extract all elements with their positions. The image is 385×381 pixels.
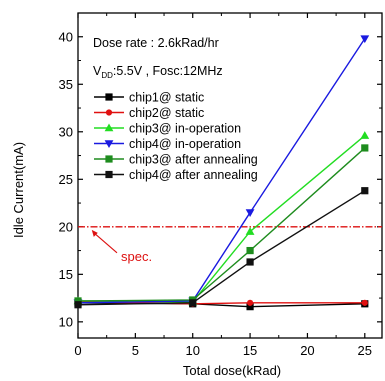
legend-marker [105, 170, 113, 179]
x-tick-label: 10 [185, 343, 199, 358]
series-line [77, 301, 365, 305]
annotation-vdd-fosc: VDD:5.5V , Fosc:12MHz [93, 64, 223, 80]
axes: 0 5 10 15 20 25 10 15 20 25 30 35 40 [59, 12, 383, 358]
annotation-dose-rate: Dose rate : 2.6kRad/hr [93, 36, 219, 50]
x-tick-label: 0 [74, 343, 81, 358]
series-line [77, 147, 366, 302]
data-point [360, 131, 370, 139]
x-axis-label: Total dose(kRad) [183, 363, 281, 378]
y-tick-label: 20 [59, 219, 73, 234]
data-point [361, 144, 369, 152]
data-point [246, 303, 254, 311]
legend-label: chip2@ static [129, 106, 204, 120]
x-tick-label: 25 [358, 343, 372, 358]
data-point [246, 299, 254, 306]
legend-marker [104, 140, 114, 148]
legend-label: chip1@ static [129, 91, 204, 105]
legend-label: chip4@ after annealing [129, 168, 258, 182]
x-tick-label: 5 [132, 343, 139, 358]
x-tick-label: 20 [300, 343, 314, 358]
data-point [246, 258, 254, 266]
series-6 [74, 187, 369, 309]
data-point [361, 299, 368, 306]
spec-label: spec. [121, 249, 152, 264]
legend-marker [104, 123, 114, 132]
series-line [77, 38, 366, 304]
data-point [74, 297, 82, 305]
y-tick-label: 25 [59, 172, 73, 187]
y-tick-label: 30 [59, 124, 73, 139]
y-tick-label: 10 [59, 314, 73, 329]
legend-marker [105, 109, 113, 116]
series-layer [73, 35, 370, 311]
data-point [360, 35, 370, 44]
annotation-dd-subscript: DD [101, 71, 113, 80]
data-point [361, 187, 369, 195]
data-point [246, 246, 254, 255]
data-point [189, 299, 197, 307]
legend-label: chip4@ in-operation [129, 137, 241, 151]
y-tick-label: 35 [59, 77, 73, 92]
legend-marker [105, 93, 113, 101]
y-axis-label: Idle Current(mA) [11, 142, 26, 238]
spec-arrowhead [91, 229, 98, 237]
series-line [77, 190, 366, 306]
data-point [74, 301, 82, 309]
spec-arrow [92, 231, 118, 254]
annotation-vdd-rest: :5.5V , Fosc:12MHz [113, 64, 223, 78]
legend-label: chip3@ after annealing [129, 153, 258, 167]
annotation-v: V [93, 64, 102, 78]
legend-label: chip3@ in-operation [129, 122, 241, 136]
data-point [245, 209, 255, 218]
x-tick-label: 15 [243, 343, 257, 358]
y-tick-label: 15 [59, 267, 73, 282]
spec-layer: spec. [78, 226, 382, 264]
data-point [245, 227, 255, 235]
plot-frame [77, 12, 383, 339]
legend-marker [105, 155, 113, 163]
y-tick-label: 40 [59, 29, 73, 44]
